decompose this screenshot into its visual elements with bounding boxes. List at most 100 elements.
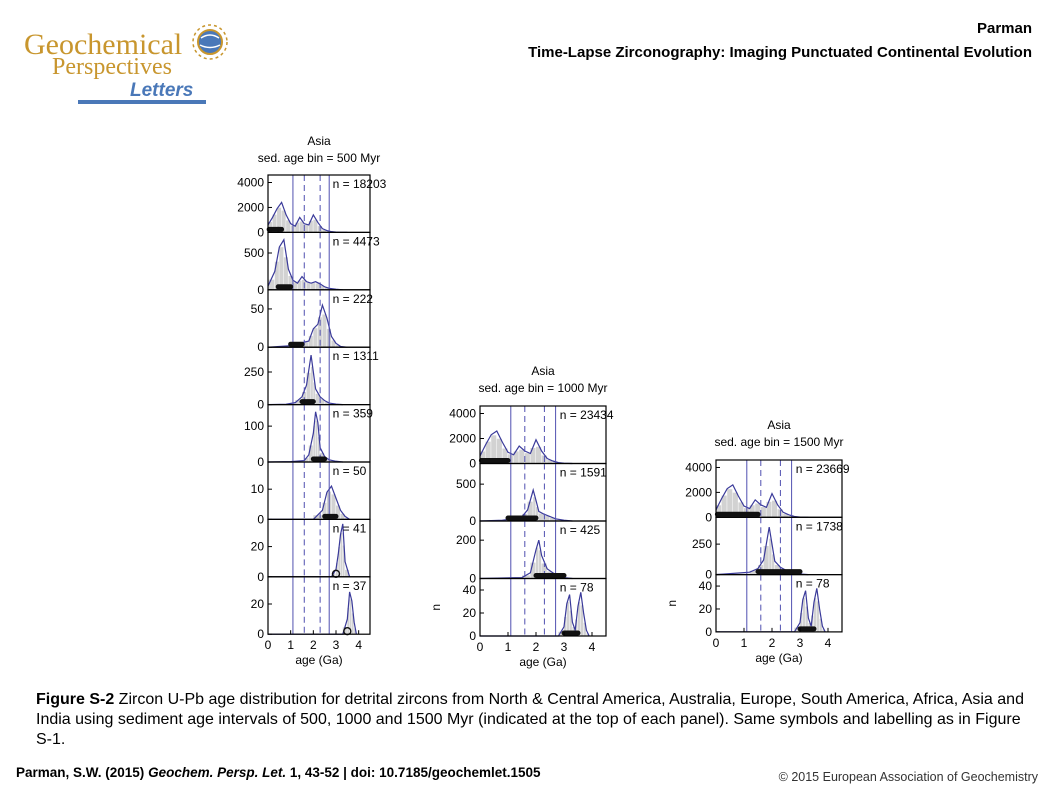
x-tick-label: 1 (287, 638, 294, 652)
histogram-bar (721, 495, 727, 518)
y-tick-label: 100 (244, 419, 264, 433)
histogram-bar (763, 545, 769, 575)
histogram-bar (513, 451, 519, 464)
histogram-bar (819, 618, 822, 632)
histogram-bar (313, 382, 316, 405)
histogram-bar (555, 519, 564, 521)
y-tick-label: 250 (692, 537, 712, 551)
y-tick-label: 4000 (449, 407, 476, 421)
histogram-bar (304, 224, 309, 233)
histogram-bar (315, 393, 320, 405)
histogram-bar (320, 285, 325, 290)
panel-4: n = 1311 250 0 (244, 346, 379, 412)
y-tick-label: 0 (469, 572, 476, 586)
y-tick-label: 0 (257, 627, 264, 641)
histogram-bar (772, 554, 775, 575)
y-tick-label: 0 (705, 510, 712, 524)
histogram-bar (354, 628, 356, 635)
histogram-bar (279, 247, 284, 290)
histogram-bar (800, 612, 803, 632)
histogram-bar (769, 538, 772, 575)
y-tick-label: 40 (463, 583, 477, 597)
histogram-bar (811, 615, 814, 632)
histogram-bar (760, 506, 766, 518)
y-axis-label: n (429, 604, 443, 611)
y-tick-label: 200 (456, 533, 476, 547)
histogram-bar (530, 447, 536, 464)
x-axis-label: age (Ga) (755, 651, 802, 665)
histogram-bar (324, 287, 329, 290)
histogram-bar (822, 629, 825, 632)
copyright: © 2015 European Association of Geochemis… (778, 770, 1038, 784)
x-tick-label: 3 (797, 636, 804, 650)
n-count-label: n = 37 (333, 579, 367, 593)
chart-subtitle: sed. age bin = 1000 Myr (478, 381, 607, 395)
histogram-bar (536, 446, 542, 464)
chart-subtitle: sed. age bin = 1500 Myr (714, 435, 843, 449)
n-count-label: n = 4473 (333, 234, 380, 248)
y-tick-label: 0 (257, 340, 264, 354)
y-tick-label: 2000 (685, 485, 712, 499)
y-tick-label: 4000 (237, 175, 264, 189)
histogram-bar (274, 261, 279, 290)
y-tick-label: 0 (257, 225, 264, 239)
n-count-label: n = 23669 (796, 462, 850, 476)
histogram-bar (716, 505, 722, 518)
histogram-bar (496, 438, 502, 464)
histogram-bar (331, 340, 336, 348)
x-tick-label: 4 (355, 638, 362, 652)
histogram-bar (814, 598, 817, 632)
histogram-bar (727, 489, 733, 518)
n-count-label: n = 78 (560, 581, 594, 595)
histogram-bar (749, 505, 755, 518)
histogram-bar (805, 606, 808, 632)
histogram-bar (281, 210, 286, 233)
histogram-bar (345, 569, 350, 577)
histogram-bar (502, 448, 508, 464)
histogram-bar (524, 453, 530, 464)
logo-line-geochemical: Geochemical (24, 28, 182, 61)
logo-underline (78, 100, 206, 104)
chart-title: Asia (307, 134, 331, 148)
histogram-bar (766, 501, 772, 518)
histogram-bar (772, 500, 778, 518)
histogram-bar (802, 598, 806, 632)
histogram-bar (311, 366, 313, 405)
histogram-bar (783, 513, 789, 518)
panel-3: n = 78 40 20 0 (699, 573, 843, 639)
histogram-bar (755, 503, 761, 518)
y-tick-label: 50 (251, 302, 265, 316)
n-count-label: n = 23434 (560, 408, 614, 422)
histogram-bar (547, 460, 553, 464)
histogram-bar (550, 517, 556, 521)
x-tick-label: 4 (589, 640, 596, 654)
histogram-bar (313, 515, 322, 520)
chart-subtitle: sed. age bin = 500 Myr (258, 151, 380, 165)
x-tick-label: 2 (533, 640, 540, 654)
histogram-bar (340, 513, 345, 520)
histogram-bar (331, 573, 336, 577)
histogram-bar (336, 345, 341, 348)
histogram-bar (322, 229, 327, 233)
panel-2: n = 4473 500 0 (244, 231, 380, 297)
histogram-bar (297, 280, 302, 290)
histogram-bar (299, 221, 304, 233)
panel-3: n = 222 50 0 (251, 289, 373, 354)
histogram-bar (491, 435, 497, 464)
histogram-bar (485, 441, 491, 464)
histogram-bar (536, 507, 539, 521)
histogram-bar (331, 494, 336, 520)
histogram-bar (338, 546, 341, 577)
x-tick-label: 2 (310, 638, 317, 652)
histogram-bar (533, 497, 536, 521)
histogram-bar (268, 279, 275, 290)
y-tick-label: 500 (244, 246, 264, 260)
histogram-bar (816, 601, 820, 632)
x-tick-label: 0 (265, 638, 272, 652)
histogram-bar (313, 425, 316, 462)
histogram-bar (322, 314, 327, 348)
histogram-bar (580, 605, 584, 636)
x-tick-label: 1 (505, 640, 512, 654)
histogram-bar (347, 607, 350, 635)
